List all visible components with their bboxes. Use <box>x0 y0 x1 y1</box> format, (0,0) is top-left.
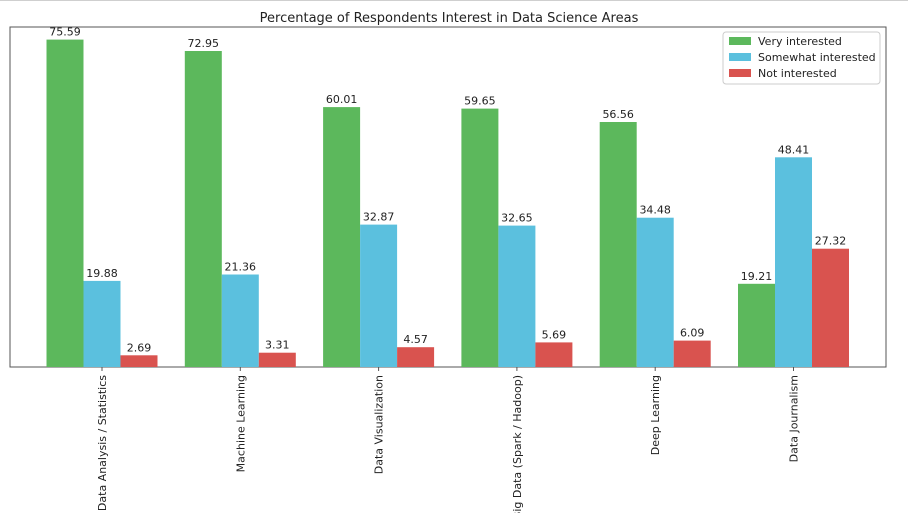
bar-somewhat-interested-machine-learning <box>221 274 259 367</box>
data-labels-group: 75.59 19.88 2.69 72.95 21.36 3.31 60.01 32.87 4.… <box>49 26 846 355</box>
bar-somewhat-interested-data-analysis-statistics <box>83 280 121 367</box>
x-axis-ticks: Data Analysis / Statistics Machine Learni… <box>96 367 801 513</box>
x-tick-label-data-analysis-statistics: Data Analysis / Statistics <box>96 375 109 511</box>
bar-somewhat-interested-data-journalism <box>775 157 812 367</box>
bar-not-interested-data-journalism <box>812 248 849 367</box>
legend-swatch-very-interested <box>729 37 751 45</box>
chart-title: Percentage of Respondents Interest in Da… <box>260 11 639 26</box>
bar-somewhat-interested-deep-learning <box>636 217 674 367</box>
bar-not-interested-big-data-spark-hadoop <box>535 342 573 367</box>
bar-very-interested-data-analysis-statistics <box>46 39 84 367</box>
x-tick-label-data-journalism: Data Journalism <box>788 375 801 462</box>
data-label-very-interested-data-analysis-statistics: 75.59 <box>49 26 81 39</box>
legend-label-very-interested: Very interested <box>758 35 842 48</box>
bar-very-interested-big-data-spark-hadoop <box>461 108 499 367</box>
legend-label-not-interested: Not interested <box>758 67 837 80</box>
data-label-somewhat-interested-machine-learning: 21.36 <box>225 261 257 274</box>
data-label-very-interested-data-journalism: 19.21 <box>741 270 773 283</box>
data-label-not-interested-machine-learning: 3.31 <box>265 339 290 352</box>
bar-not-interested-deep-learning <box>673 340 711 367</box>
bars-group <box>46 39 849 367</box>
top-divider <box>0 0 908 1</box>
data-label-very-interested-machine-learning: 72.95 <box>188 37 220 50</box>
x-tick-label-data-visualization: Data Visualization <box>373 375 386 474</box>
data-label-very-interested-deep-learning: 56.56 <box>602 108 634 121</box>
x-tick-label-machine-learning: Machine Learning <box>234 375 247 472</box>
bar-very-interested-deep-learning <box>599 122 637 367</box>
x-tick-label-deep-learning: Deep Learning <box>649 375 662 455</box>
data-label-somewhat-interested-deep-learning: 34.48 <box>639 204 671 217</box>
bar-not-interested-data-analysis-statistics <box>120 355 158 367</box>
bar-very-interested-machine-learning <box>184 51 222 367</box>
data-label-very-interested-data-visualization: 60.01 <box>326 93 358 106</box>
data-label-somewhat-interested-data-journalism: 48.41 <box>778 143 810 156</box>
bar-somewhat-interested-big-data-spark-hadoop <box>498 225 536 367</box>
data-label-very-interested-big-data-spark-hadoop: 59.65 <box>464 95 496 108</box>
bar-very-interested-data-journalism <box>738 283 775 367</box>
data-label-not-interested-data-analysis-statistics: 2.69 <box>127 341 152 354</box>
data-label-somewhat-interested-data-visualization: 32.87 <box>363 211 395 224</box>
data-label-not-interested-deep-learning: 6.09 <box>680 327 705 340</box>
data-label-somewhat-interested-big-data-spark-hadoop: 32.65 <box>501 212 533 225</box>
bar-not-interested-data-visualization <box>397 347 435 367</box>
data-label-somewhat-interested-data-analysis-statistics: 19.88 <box>86 267 118 280</box>
legend-label-somewhat-interested: Somewhat interested <box>758 51 876 64</box>
bar-very-interested-data-visualization <box>323 107 361 367</box>
legend-box <box>722 31 881 85</box>
legend-swatch-not-interested <box>729 69 751 77</box>
bar-somewhat-interested-data-visualization <box>360 224 398 367</box>
data-label-not-interested-big-data-spark-hadoop: 5.69 <box>542 328 567 341</box>
legend: Very interested Somewhat interested Not … <box>722 31 881 85</box>
bar-not-interested-machine-learning <box>258 352 296 367</box>
legend-swatch-somewhat-interested <box>729 53 751 61</box>
x-tick-label-big-data-spark-hadoop: Big Data (Spark / Hadoop) <box>511 375 524 513</box>
data-label-not-interested-data-visualization: 4.57 <box>403 333 428 346</box>
data-label-not-interested-data-journalism: 27.32 <box>815 235 847 248</box>
